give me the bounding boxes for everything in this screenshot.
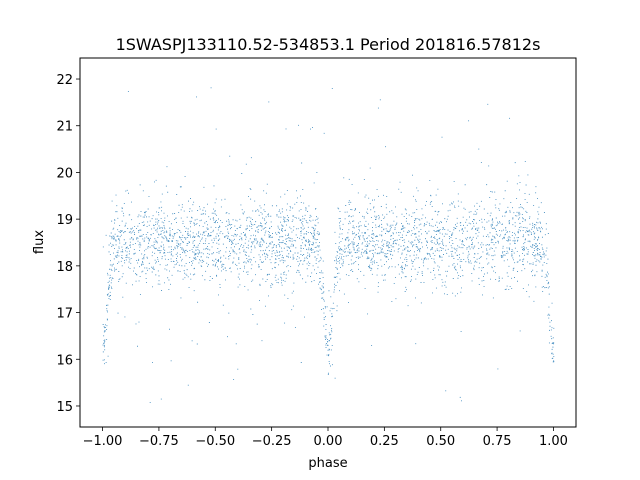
x-axis: −1.00 −0.75 −0.50 −0.25 0.00 0.25 0.50 0.75 1.00: [83, 427, 568, 449]
y-tick-label: 19: [56, 213, 73, 228]
chart-title: 1SWASPJ133110.52-534853.1 Period 201816.…: [116, 35, 541, 54]
y-tick-label: 21: [56, 120, 73, 135]
x-tick-label: 1.00: [539, 434, 568, 449]
y-tick-label: 22: [56, 73, 73, 88]
x-tick-label: 0.50: [426, 434, 455, 449]
y-axis-label: flux: [32, 230, 47, 254]
y-tick-label: 16: [56, 353, 73, 368]
x-tick-label: −1.00: [83, 434, 123, 449]
scatter-points: [102, 87, 555, 403]
x-tick-label: −0.50: [195, 434, 235, 449]
y-tick-label: 15: [56, 400, 73, 415]
x-axis-label: phase: [308, 456, 347, 471]
x-tick-label: 0.25: [370, 434, 399, 449]
x-tick-label: 0.00: [314, 434, 343, 449]
y-tick-label: 17: [56, 307, 73, 322]
scatter-point-cloud: [102, 87, 555, 403]
y-axis: 15 16 17 18 19 20 21 22: [56, 73, 80, 415]
y-tick-label: 20: [56, 166, 73, 181]
y-tick-label: 18: [56, 260, 73, 275]
x-tick-label: 0.75: [483, 434, 512, 449]
x-tick-label: −0.25: [252, 434, 292, 449]
x-tick-label: −0.75: [139, 434, 179, 449]
